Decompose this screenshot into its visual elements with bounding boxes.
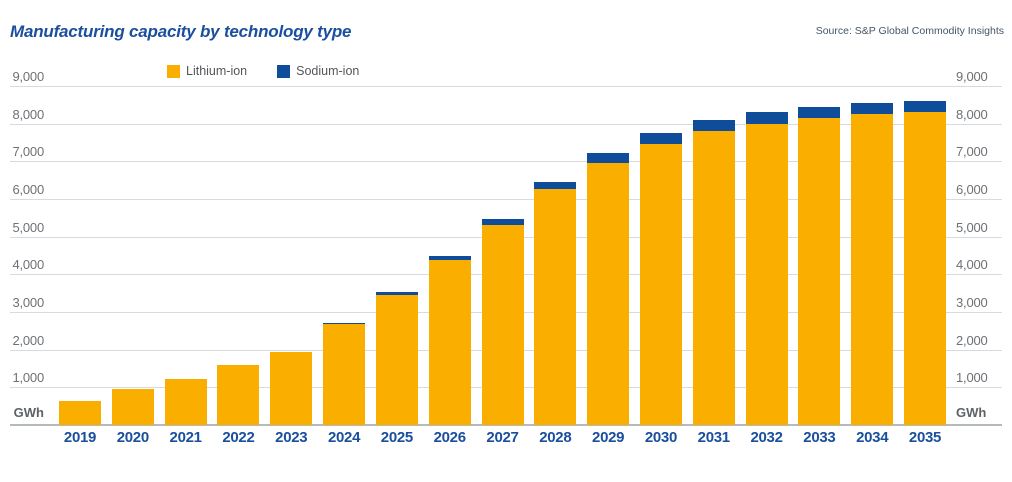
x-tick-label-2026: 2026 <box>433 429 466 446</box>
y-tick-label-right: 5,000 <box>956 219 988 235</box>
x-tick-label-2023: 2023 <box>275 429 308 446</box>
x-tick-label-2020: 2020 <box>116 429 149 446</box>
bar-2033 <box>798 106 841 425</box>
y-tick-label-right: 3,000 <box>956 295 988 310</box>
bar-segment-sodium-2026 <box>428 255 471 261</box>
page-title: Manufacturing capacity by technology typ… <box>10 22 352 41</box>
bar-2029 <box>587 153 630 425</box>
bar-segment-lithium-2035 <box>904 112 946 425</box>
x-tick-label-2022: 2022 <box>222 429 255 446</box>
y-tick-label-right: 4,000 <box>956 257 988 273</box>
legend-label-lithium: Lithium-ion <box>186 64 248 78</box>
y-tick-label-left: 3,000 <box>12 295 44 310</box>
x-tick-label-2034: 2034 <box>856 429 889 446</box>
y-axis-unit-left: GWh <box>13 405 44 420</box>
y-tick-label-left: 2,000 <box>12 332 44 348</box>
bar-segment-lithium-2019 <box>59 400 101 425</box>
bar-segment-lithium-2023 <box>270 351 313 425</box>
x-tick-label-2028: 2028 <box>539 429 572 446</box>
y-tick-label-left: 7,000 <box>12 144 44 160</box>
x-tick-label-2021: 2021 <box>169 429 202 446</box>
y-tick-label-left: 8,000 <box>12 106 44 122</box>
legend-label-sodium: Sodium-ion <box>296 64 360 78</box>
bar-segment-lithium-2029 <box>587 163 630 425</box>
bar-segment-sodium-2028 <box>534 181 577 190</box>
bar-2024 <box>323 323 366 425</box>
bar-segment-lithium-2031 <box>692 131 735 425</box>
y-tick-label-left: 4,000 <box>12 257 44 273</box>
bar-segment-lithium-2026 <box>428 260 471 425</box>
x-tick-label-2035: 2035 <box>908 429 942 446</box>
x-tick-label-2029: 2029 <box>592 429 625 446</box>
bar-segment-sodium-2029 <box>587 153 630 164</box>
bar-segment-lithium-2034 <box>851 114 894 425</box>
y-tick-label-right: 1,000 <box>956 370 988 386</box>
y-tick-label-right: 9,000 <box>956 69 988 84</box>
bar-segment-lithium-2030 <box>639 144 682 425</box>
bar-segment-lithium-2028 <box>534 189 577 425</box>
y-tick-label-left: 9,000 <box>12 69 44 84</box>
y-axis-unit-right: GWh <box>956 405 987 420</box>
y-tick-label-right: 6,000 <box>956 182 988 197</box>
bar-segment-sodium-2024 <box>323 323 366 325</box>
bar-2022 <box>217 364 260 425</box>
bar-segment-lithium-2032 <box>745 123 788 425</box>
bar-2023 <box>270 351 313 425</box>
bar-2020 <box>111 389 154 425</box>
x-tick-label-2024: 2024 <box>327 429 361 446</box>
y-tick-label-right: 2,000 <box>956 332 988 348</box>
bar-2026 <box>428 255 471 425</box>
bar-segment-lithium-2022 <box>217 364 260 425</box>
bar-segment-sodium-2033 <box>798 106 841 118</box>
x-tick-label-2025: 2025 <box>380 429 413 446</box>
bar-segment-lithium-2024 <box>323 324 366 425</box>
bar-2019 <box>59 400 101 425</box>
bar-2030 <box>639 133 682 425</box>
y-gridline <box>10 161 1002 163</box>
bar-segment-lithium-2021 <box>164 379 207 425</box>
bar-2021 <box>164 379 207 425</box>
x-tick-label-2033: 2033 <box>803 429 836 446</box>
x-tick-label-2031: 2031 <box>697 429 730 446</box>
y-tick-label-left: 6,000 <box>12 182 44 197</box>
bar-2028 <box>534 181 577 425</box>
y-tick-label-left: 1,000 <box>12 370 44 386</box>
bar-segment-lithium-2025 <box>375 295 418 425</box>
bar-segment-sodium-2034 <box>851 102 894 115</box>
bar-segment-lithium-2020 <box>111 389 154 425</box>
bar-2032 <box>745 112 788 425</box>
legend-item-sodium: Sodium-ion <box>277 64 359 78</box>
bar-segment-sodium-2032 <box>745 112 788 124</box>
bar-2027 <box>481 219 524 425</box>
bar-2034 <box>851 102 894 425</box>
legend: Lithium-ion Sodium-ion <box>167 64 359 78</box>
bar-segment-sodium-2025 <box>375 292 418 296</box>
x-tick-label-2019: 2019 <box>63 429 97 446</box>
bar-2031 <box>692 119 735 425</box>
sodium-swatch-icon <box>277 64 291 78</box>
x-tick-label-2030: 2030 <box>644 429 678 446</box>
y-tick-label-right: 8,000 <box>956 106 988 122</box>
y-tick-label-right: 7,000 <box>956 144 988 160</box>
bar-segment-lithium-2033 <box>798 118 841 425</box>
lithium-swatch-icon <box>167 64 180 78</box>
bar-segment-sodium-2027 <box>481 219 524 226</box>
bar-segment-sodium-2035 <box>904 101 946 113</box>
legend-item-lithium: Lithium-ion <box>167 64 247 78</box>
source-note: Source: S&P Global Commodity Insights <box>815 25 1004 37</box>
bar-2035 <box>904 101 946 425</box>
bar-2025 <box>375 292 418 425</box>
x-tick-label-2032: 2032 <box>750 429 783 446</box>
y-gridline <box>10 123 1002 125</box>
bar-segment-sodium-2030 <box>639 133 682 145</box>
y-gridline <box>10 199 1002 200</box>
bar-segment-sodium-2031 <box>692 119 735 132</box>
y-tick-label-left: 5,000 <box>12 219 44 235</box>
y-gridline <box>10 86 1002 87</box>
bar-segment-lithium-2027 <box>481 225 524 425</box>
x-tick-label-2027: 2027 <box>486 429 519 446</box>
